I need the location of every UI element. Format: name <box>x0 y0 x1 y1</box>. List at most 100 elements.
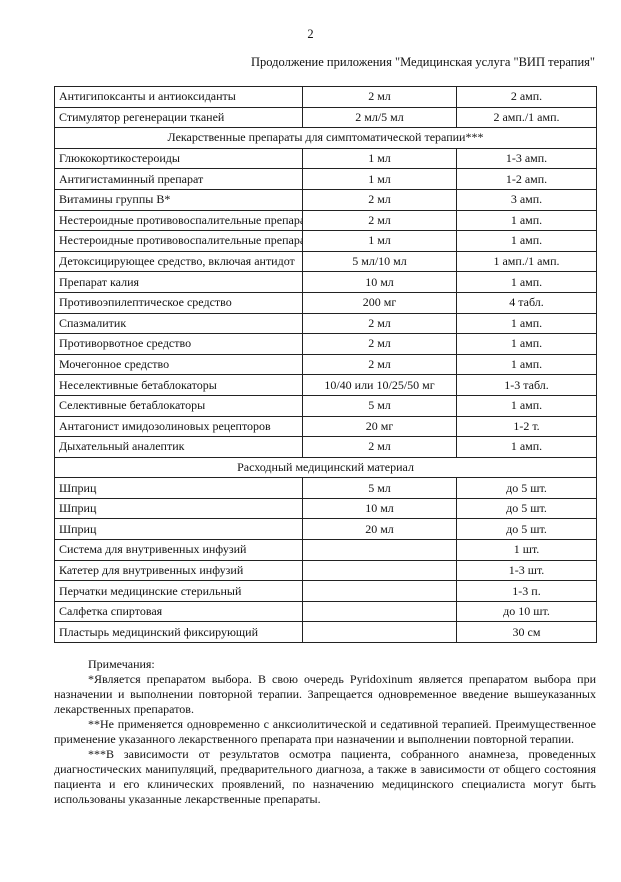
item-quantity: 2 амп./1 амп. <box>456 106 597 129</box>
empty-cell <box>302 539 457 561</box>
item-quantity: 1 амп. <box>456 209 597 232</box>
table-row: Селективные бетаблокаторы 5 мл 1 амп. <box>54 394 597 417</box>
item-amount: 2 мл <box>302 312 457 335</box>
item-quantity: до 5 шт. <box>456 518 597 541</box>
empty-cell <box>302 600 457 623</box>
item-name: Селективные бетаблокаторы <box>54 394 303 417</box>
item-amount: 2 мл <box>302 353 457 376</box>
item-amount: 2 мл <box>302 436 457 458</box>
table-row: Спазмалитик 2 мл 1 амп. <box>54 312 597 335</box>
item-name: Нестероидные противовоспалительные препа… <box>54 209 303 232</box>
item-quantity: 3 амп. <box>456 188 597 211</box>
item-quantity: 1-2 т. <box>456 415 597 438</box>
notes-title: Примечания: <box>88 657 155 671</box>
table-row: Антигистаминный препарат 1 мл 1-2 амп. <box>54 168 597 190</box>
item-quantity: до 10 шт. <box>456 600 597 623</box>
item-quantity: 1-3 табл. <box>456 374 597 396</box>
page-number: 2 <box>307 27 314 41</box>
item-name: Дыхательный аналептик <box>54 436 303 458</box>
item-name: Мочегонное средство <box>54 353 303 376</box>
table-row: Нестероидные противовоспалительные препа… <box>54 209 597 232</box>
item-name: Спазмалитик <box>54 312 303 335</box>
item-quantity: 1 амп. <box>456 230 597 252</box>
table-row: Детоксицирующее средство, включая антидо… <box>54 250 597 273</box>
item-quantity: 30 см <box>456 621 597 644</box>
item-amount: 5 мл <box>302 394 457 417</box>
item-name: Катетер для внутривенных инфузий <box>54 559 303 582</box>
item-quantity: 4 табл. <box>456 291 597 314</box>
item-amount: 20 мл <box>302 518 457 541</box>
note: *Является препаратом выбора. В свою очер… <box>54 672 596 716</box>
item-name: Нестероидные противовоспалительные препа… <box>54 230 303 252</box>
empty-cell <box>302 580 457 602</box>
empty-cell <box>302 559 457 582</box>
item-amount: 1 мл <box>302 147 457 170</box>
item-quantity: 1 шт. <box>456 539 597 561</box>
table-row: Катетер для внутривенных инфузий 1-3 шт. <box>54 559 597 582</box>
item-amount: 2 мл <box>302 333 457 355</box>
item-amount: 10 мл <box>302 271 457 293</box>
item-quantity: 1-2 амп. <box>456 168 597 190</box>
item-amount: 10 мл <box>302 497 457 520</box>
item-amount: 1 мл <box>302 230 457 252</box>
table-row: Система для внутривенных инфузий 1 шт. <box>54 539 597 561</box>
table-row: Витамины группы В* 2 мл 3 амп. <box>54 188 597 211</box>
table-row: Неселективные бетаблокаторы 10/40 или 10/… <box>54 374 597 396</box>
item-name: Противоэпилептическое средство <box>54 291 303 314</box>
table-row: Стимулятор регенерации тканей 2 мл/5 мл 2 … <box>54 106 597 129</box>
section-header: Расходный медицинский материал <box>54 456 597 479</box>
table-row: Нестероидные противовоспалительные препа… <box>54 230 597 252</box>
item-name: Стимулятор регенерации тканей <box>54 106 303 129</box>
item-amount: 5 мл <box>302 477 457 499</box>
item-name: Система для внутривенных инфузий <box>54 539 303 561</box>
item-name: Перчатки медицинские стерильный <box>54 580 303 602</box>
item-name: Неселективные бетаблокаторы <box>54 374 303 396</box>
table-row: Пластырь медицинский фиксирующий 30 см <box>54 621 597 644</box>
item-name: Антагонист имидозолиновых рецепторов <box>54 415 303 438</box>
item-name: Глюкокортикостероиды <box>54 147 303 170</box>
item-quantity: 1 амп. <box>456 353 597 376</box>
item-amount: 2 мл <box>302 86 457 108</box>
item-quantity: 1 амп. <box>456 436 597 458</box>
item-name: Антигистаминный препарат <box>54 168 303 190</box>
table-row: Противорвотное средство 2 мл 1 амп. <box>54 333 597 355</box>
item-name: Антигипоксанты и антиоксиданты <box>54 86 303 108</box>
item-amount: 2 мл/5 мл <box>302 106 457 129</box>
table-row: Глюкокортикостероиды 1 мл 1-3 амп. <box>54 147 597 170</box>
table-row: Шприц 5 мл до 5 шт. <box>54 477 597 499</box>
item-name: Шприц <box>54 518 303 541</box>
section-header: Лекарственные препараты для симптоматиче… <box>54 127 597 149</box>
item-quantity: 1-3 амп. <box>456 147 597 170</box>
table-row: Препарат калия 10 мл 1 амп. <box>54 271 597 293</box>
item-quantity: 2 амп. <box>456 86 597 108</box>
header-title: Продолжение приложения "Медицинская услу… <box>251 55 595 69</box>
item-quantity: 1 амп. <box>456 333 597 355</box>
item-quantity: до 5 шт. <box>456 497 597 520</box>
notes: Примечания: *Является препаратом выбора.… <box>54 657 596 807</box>
item-name: Детоксицирующее средство, включая антидо… <box>54 250 303 273</box>
item-name: Противорвотное средство <box>54 333 303 355</box>
item-amount: 2 мл <box>302 188 457 211</box>
table-row: Шприц 10 мл до 5 шт. <box>54 497 597 520</box>
item-quantity: 1-3 шт. <box>456 559 597 582</box>
item-quantity: 1 амп. <box>456 271 597 293</box>
table-row: Мочегонное средство 2 мл 1 амп. <box>54 353 597 376</box>
note: **Не применяется одновременно с анксиоли… <box>54 717 596 746</box>
item-quantity: 1 амп./1 амп. <box>456 250 597 273</box>
item-amount: 10/40 или 10/25/50 мг <box>302 374 457 396</box>
item-amount: 20 мг <box>302 415 457 438</box>
table-row: Салфетка спиртовая до 10 шт. <box>54 600 597 623</box>
item-amount: 5 мл/10 мл <box>302 250 457 273</box>
table-row: Дыхательный аналептик 2 мл 1 амп. <box>54 436 597 458</box>
table-row: Перчатки медицинские стерильный 1-3 п. <box>54 580 597 602</box>
item-quantity: до 5 шт. <box>456 477 597 499</box>
note: ***В зависимости от результатов осмотра … <box>54 747 596 806</box>
table-row: Противоэпилептическое средство 200 мг 4 та… <box>54 291 597 314</box>
table: Антигипоксанты и антиоксиданты 2 мл 2 амп.… <box>54 86 597 644</box>
table-row: Шприц 20 мл до 5 шт. <box>54 518 597 541</box>
item-quantity: 1-3 п. <box>456 580 597 602</box>
item-quantity: 1 амп. <box>456 394 597 417</box>
item-quantity: 1 амп. <box>456 312 597 335</box>
item-name: Препарат калия <box>54 271 303 293</box>
